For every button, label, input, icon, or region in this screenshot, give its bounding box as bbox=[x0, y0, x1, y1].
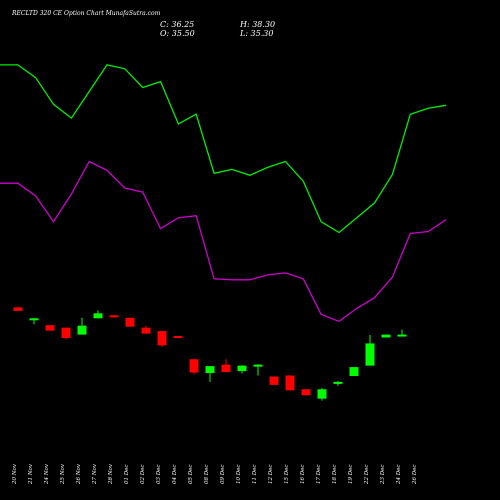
open-value: O: 35.50 bbox=[160, 29, 195, 38]
candle bbox=[77, 317, 87, 335]
x-tick-label: 21 Nov bbox=[28, 463, 34, 485]
x-tick-label: 22 Dec bbox=[364, 465, 370, 486]
close-value: C: 36.25 bbox=[160, 20, 195, 29]
candle bbox=[253, 364, 263, 376]
candle-body bbox=[93, 313, 103, 319]
candle-body bbox=[365, 343, 375, 366]
candle-body bbox=[237, 365, 247, 372]
candle-body bbox=[381, 334, 391, 338]
candle bbox=[221, 359, 231, 373]
candle-body bbox=[317, 389, 327, 399]
x-tick-label: 11 Dec bbox=[252, 465, 258, 485]
candle bbox=[173, 336, 183, 339]
candle bbox=[365, 335, 375, 366]
x-tick-label: 24 Nov bbox=[44, 463, 50, 485]
candle bbox=[61, 327, 71, 340]
candle bbox=[269, 376, 279, 385]
candle bbox=[349, 367, 359, 376]
candle bbox=[205, 366, 215, 382]
candle-body bbox=[205, 366, 215, 374]
x-tick-label: 19 Dec bbox=[348, 465, 354, 485]
x-tick-label: 26 Dec bbox=[412, 465, 418, 486]
x-tick-label: 24 Dec bbox=[396, 465, 402, 486]
candle bbox=[285, 375, 295, 391]
candle bbox=[317, 387, 327, 401]
x-tick-label: 16 Dec bbox=[300, 465, 306, 485]
candle bbox=[333, 380, 343, 386]
candle-body bbox=[189, 359, 199, 373]
candle bbox=[13, 306, 23, 311]
candle-body bbox=[221, 364, 231, 373]
candle bbox=[237, 365, 247, 374]
candle-body bbox=[157, 331, 167, 346]
candle-body bbox=[61, 327, 71, 339]
x-tick-label: 27 Nov bbox=[92, 463, 98, 485]
candle-body bbox=[285, 375, 295, 391]
x-tick-label: 28 Nov bbox=[108, 463, 114, 485]
band-lines bbox=[0, 64, 447, 323]
candle-body bbox=[29, 318, 39, 321]
x-tick-label: 02 Dec bbox=[140, 465, 146, 485]
x-tick-label: 18 Dec bbox=[332, 465, 338, 485]
candle-body bbox=[301, 389, 311, 396]
candle bbox=[141, 325, 151, 335]
x-tick-label: 03 Dec bbox=[156, 465, 162, 485]
x-tick-label: 10 Dec bbox=[236, 465, 242, 485]
x-tick-label: 17 Dec bbox=[316, 465, 322, 485]
candle-body bbox=[125, 317, 135, 327]
candle-body bbox=[397, 334, 407, 337]
high-value: H: 38.30 bbox=[240, 20, 276, 29]
x-tick-label: 15 Dec bbox=[284, 465, 290, 485]
candle bbox=[109, 314, 119, 318]
candle bbox=[157, 331, 167, 347]
x-tick-label: 09 Dec bbox=[220, 465, 226, 485]
candle bbox=[189, 359, 199, 375]
candle-body bbox=[45, 325, 55, 331]
lower-band-line bbox=[0, 160, 447, 323]
candle bbox=[381, 334, 391, 338]
x-tick-label: 08 Dec bbox=[204, 465, 210, 485]
candle-body bbox=[77, 325, 87, 335]
candle-body bbox=[349, 367, 359, 376]
candle-body bbox=[269, 376, 279, 385]
x-tick-label: 04 Dec bbox=[172, 465, 178, 485]
x-tick-label: 05 Dec bbox=[188, 465, 194, 485]
x-tick-label: 01 Dec bbox=[124, 465, 130, 485]
x-axis-labels: 20 Nov 21 Nov 24 Nov 25 Nov 26 Nov 27 Nov 28 N… bbox=[12, 463, 418, 485]
candle bbox=[125, 317, 135, 327]
x-tick-label: 26 Nov bbox=[76, 463, 82, 485]
chart-title: RECLTD 320 CE Option Chart MunafaSutra.c… bbox=[12, 10, 161, 17]
candle bbox=[397, 329, 407, 337]
x-tick-label: 23 Dec bbox=[380, 465, 386, 486]
x-tick-label: 12 Dec bbox=[268, 465, 274, 485]
candle bbox=[301, 389, 311, 396]
x-tick-label: 25 Nov bbox=[60, 463, 66, 485]
candle-body bbox=[173, 336, 183, 339]
candle-body bbox=[109, 315, 119, 318]
candle bbox=[45, 325, 55, 331]
candle-body bbox=[253, 364, 263, 367]
candle-body bbox=[333, 381, 343, 384]
x-tick-label: 20 Nov bbox=[12, 463, 18, 485]
candle bbox=[29, 318, 39, 325]
candles bbox=[13, 306, 407, 401]
candle-body bbox=[13, 307, 23, 311]
candle-body bbox=[141, 327, 151, 334]
low-value: L: 35.30 bbox=[240, 29, 274, 38]
upper-band-line bbox=[0, 64, 447, 234]
candle bbox=[93, 310, 103, 319]
